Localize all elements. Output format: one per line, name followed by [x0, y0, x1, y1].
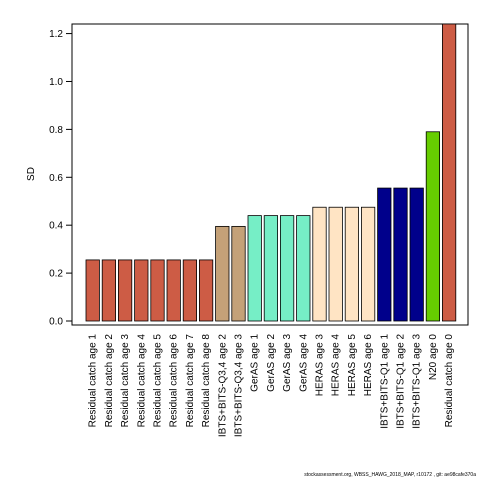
x-tick-label: GerAS age 2	[266, 334, 277, 392]
bars	[85, 23, 457, 322]
x-tick-label: GerAS age 4	[298, 334, 309, 392]
footer-credit: stockassessment.org, WBSS_HAWG_2018_MAP,…	[304, 472, 476, 478]
x-tick-label: HERAS age 6	[363, 334, 374, 397]
x-tick-label: IBTS+BITS-Q1 age 3	[412, 334, 423, 429]
x-tick-label: IBTS+BITS-Q1 age 2	[396, 334, 407, 429]
bar-4	[134, 259, 149, 322]
bar-9	[215, 225, 230, 322]
x-tick-label: HERAS age 3	[315, 334, 326, 397]
x-tick-label: Residual catch age 3	[120, 334, 131, 428]
plot-frame	[71, 23, 469, 326]
y-tick-label: 0.2	[49, 269, 63, 280]
x-tick-label: Residual catch age 5	[153, 334, 164, 428]
x-tick-label: IBTS+BITS-Q3,4 age 3	[234, 334, 245, 438]
bar-11	[247, 215, 262, 322]
bar-14	[296, 215, 311, 322]
x-tick-label: GerAS age 3	[282, 334, 293, 392]
bar-2	[101, 259, 116, 322]
x-tick-label: Residual catch age 0	[444, 334, 455, 428]
x-tick-label: HERAS age 5	[347, 334, 358, 397]
bar-23	[441, 23, 457, 322]
x-tick-label: HERAS age 4	[331, 334, 342, 397]
y-tick-label: 0.6	[49, 173, 63, 184]
bar-5	[150, 259, 165, 322]
bar-3	[118, 259, 133, 322]
bar-7	[182, 259, 197, 322]
bar-1	[85, 259, 100, 322]
bar-13	[279, 215, 295, 322]
x-tick-label: Residual catch age 4	[136, 334, 147, 428]
bar-19	[377, 187, 392, 322]
bar-15	[312, 206, 327, 322]
bar-10	[231, 225, 246, 322]
x-tick-label: Residual catch age 2	[104, 334, 115, 428]
x-tick-label: IBTS+BITS-Q3,4 age 2	[217, 334, 228, 438]
x-tick-label: Residual catch age 1	[88, 334, 99, 428]
y-tick-label: 1.0	[49, 77, 63, 88]
bar-21	[409, 187, 424, 322]
x-tick-label: Residual catch age 8	[201, 334, 212, 428]
y-tick-label: 0.8	[49, 125, 63, 136]
y-axis-title: SD	[26, 167, 37, 181]
y-tick-label: 0.4	[49, 221, 63, 232]
y-axis: 0.0 0.2 0.4 0.6 0.8 1.0 1.2	[49, 29, 72, 328]
y-tick-label: 0.0	[49, 317, 63, 328]
x-tick-label: N20 age 0	[428, 334, 439, 381]
x-tick-label: IBTS+BITS-Q1 age 1	[379, 334, 390, 429]
bar-17	[344, 206, 360, 322]
x-axis-labels: Residual catch age 1 Residual catch age 2…	[88, 334, 455, 438]
x-tick-label: Residual catch age 6	[169, 334, 180, 428]
bar-18	[360, 206, 376, 322]
x-tick-label: GerAS age 1	[250, 334, 261, 392]
bar-16	[328, 206, 343, 322]
y-tick-label: 1.2	[49, 29, 63, 40]
bar-22	[425, 131, 441, 322]
bar-20	[393, 187, 408, 322]
x-tick-label: Residual catch age 7	[185, 334, 196, 428]
bar-8	[198, 259, 214, 322]
bar-12	[263, 215, 279, 322]
bar-6	[166, 259, 181, 322]
